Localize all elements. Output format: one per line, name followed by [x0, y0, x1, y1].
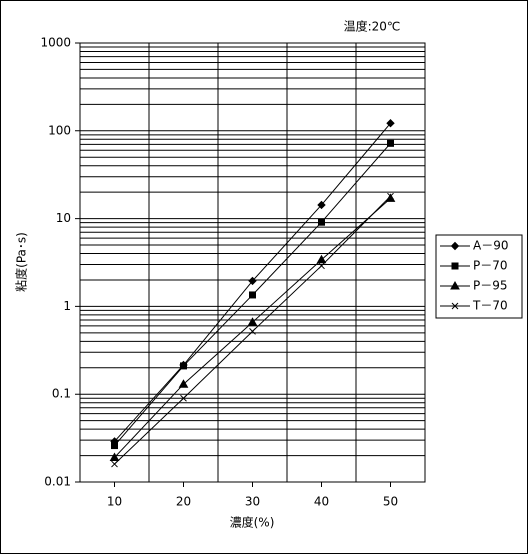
- y-tick-label: 0.1: [52, 387, 71, 401]
- marker: [111, 460, 118, 468]
- marker: [178, 379, 189, 388]
- y-tick-label: 1: [63, 299, 71, 313]
- marker: [387, 192, 394, 200]
- plot-area: [79, 42, 426, 483]
- marker: [111, 442, 118, 450]
- marker: [386, 119, 395, 128]
- legend-label: A－90: [473, 239, 508, 253]
- y-tick-label: 1000: [40, 36, 71, 50]
- marker: [451, 262, 459, 270]
- annotation: 温度:20℃: [344, 19, 401, 34]
- x-tick-label: 50: [383, 495, 398, 509]
- legend-label: P－70: [473, 259, 508, 273]
- x-tick-label: 20: [176, 495, 191, 509]
- marker: [247, 317, 258, 326]
- marker: [318, 262, 325, 270]
- x-axis-label: 濃度(%): [230, 515, 275, 530]
- x-tick-label: 40: [314, 495, 329, 509]
- marker: [451, 302, 459, 310]
- marker: [248, 276, 257, 286]
- marker: [450, 241, 460, 251]
- y-tick-label: 100: [48, 123, 71, 137]
- legend-label: P－95: [473, 279, 508, 293]
- marker: [387, 139, 394, 147]
- marker: [109, 452, 120, 462]
- x-tick-label: 10: [107, 495, 122, 509]
- marker: [317, 200, 326, 210]
- marker: [180, 362, 187, 370]
- y-tick-label: 10: [56, 211, 71, 225]
- marker: [249, 327, 256, 335]
- marker: [450, 280, 460, 290]
- marker: [249, 291, 256, 299]
- marker: [318, 218, 325, 226]
- legend-box: [435, 234, 523, 319]
- x-tick-label: 30: [245, 495, 260, 509]
- marker: [316, 254, 327, 264]
- legend-label: T－70: [472, 299, 508, 313]
- y-axis-label: 粘度(Pa･s): [14, 232, 29, 292]
- marker: [180, 394, 187, 402]
- y-tick-label: 0.01: [44, 475, 71, 489]
